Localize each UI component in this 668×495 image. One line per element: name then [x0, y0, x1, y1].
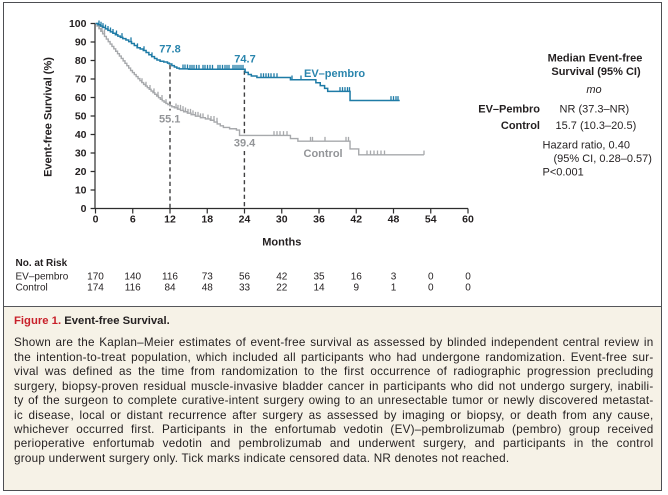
- svg-text:P<0.001: P<0.001: [543, 167, 584, 179]
- svg-text:60: 60: [462, 214, 474, 226]
- svg-text:NR (37.3–NR): NR (37.3–NR): [560, 103, 630, 115]
- svg-text:Median Event-free: Median Event-free: [548, 53, 643, 65]
- svg-text:12: 12: [164, 214, 176, 226]
- svg-text:70: 70: [75, 74, 87, 86]
- svg-text:50: 50: [75, 111, 87, 123]
- svg-text:30: 30: [75, 148, 87, 160]
- svg-text:14: 14: [313, 283, 325, 294]
- svg-text:80: 80: [75, 55, 87, 67]
- svg-text:18: 18: [201, 214, 213, 226]
- svg-text:Control: Control: [16, 283, 48, 294]
- svg-text:90: 90: [75, 37, 87, 49]
- svg-text:24: 24: [239, 214, 251, 226]
- svg-text:116: 116: [162, 271, 178, 282]
- svg-text:22: 22: [276, 283, 288, 294]
- svg-text:174: 174: [87, 283, 104, 294]
- svg-text:(95% CI, 0.28–0.57): (95% CI, 0.28–0.57): [554, 153, 652, 165]
- svg-text:170: 170: [87, 271, 104, 282]
- svg-text:EV–pembro: EV–pembro: [16, 271, 69, 282]
- svg-text:42: 42: [276, 271, 288, 282]
- svg-text:40: 40: [75, 129, 87, 141]
- svg-text:60: 60: [75, 92, 87, 104]
- svg-text:mo: mo: [586, 84, 601, 96]
- svg-text:39.4: 39.4: [234, 138, 256, 150]
- svg-text:140: 140: [124, 271, 141, 282]
- svg-text:74.7: 74.7: [234, 54, 255, 66]
- svg-text:30: 30: [276, 214, 288, 226]
- svg-text:36: 36: [313, 214, 325, 226]
- svg-text:0: 0: [465, 283, 471, 294]
- svg-text:Control: Control: [304, 148, 343, 160]
- svg-text:48: 48: [388, 214, 400, 226]
- svg-text:77.8: 77.8: [159, 44, 180, 56]
- svg-text:0: 0: [81, 203, 87, 215]
- svg-text:48: 48: [202, 283, 214, 294]
- svg-text:EV–pembro: EV–pembro: [304, 68, 365, 80]
- svg-text:Hazard ratio, 0.40: Hazard ratio, 0.40: [543, 140, 630, 152]
- svg-text:0: 0: [93, 214, 99, 226]
- svg-text:56: 56: [239, 271, 251, 282]
- svg-text:15.7 (10.3–20.5): 15.7 (10.3–20.5): [556, 120, 637, 132]
- svg-text:55.1: 55.1: [159, 113, 180, 125]
- svg-text:No. at Risk: No. at Risk: [16, 258, 68, 269]
- svg-text:3: 3: [391, 271, 397, 282]
- svg-text:42: 42: [350, 214, 362, 226]
- svg-text:EV–Pembro: EV–Pembro: [478, 103, 540, 115]
- svg-text:0: 0: [465, 271, 471, 282]
- svg-text:Event-free Survival (%): Event-free Survival (%): [43, 57, 55, 177]
- svg-text:Survival (95% CI): Survival (95% CI): [551, 66, 641, 78]
- svg-text:116: 116: [125, 283, 141, 294]
- svg-text:73: 73: [202, 271, 214, 282]
- svg-text:33: 33: [239, 283, 251, 294]
- svg-text:16: 16: [351, 271, 363, 282]
- svg-text:54: 54: [425, 214, 437, 226]
- svg-text:6: 6: [130, 214, 136, 226]
- svg-text:0: 0: [428, 283, 434, 294]
- svg-text:100: 100: [69, 18, 87, 30]
- svg-text:84: 84: [164, 283, 176, 294]
- svg-text:20: 20: [75, 166, 87, 178]
- svg-text:35: 35: [313, 271, 325, 282]
- svg-text:Control: Control: [501, 120, 540, 132]
- svg-text:0: 0: [428, 271, 434, 282]
- svg-text:1: 1: [391, 283, 397, 294]
- svg-text:9: 9: [353, 283, 359, 294]
- svg-text:10: 10: [75, 185, 87, 197]
- svg-text:Months: Months: [262, 237, 301, 249]
